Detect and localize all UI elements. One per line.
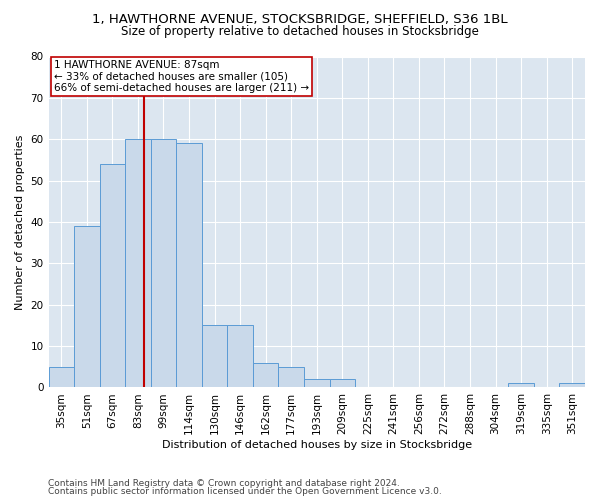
Bar (49, 367, 74, 388)
Text: Size of property relative to detached houses in Stocksbridge: Size of property relative to detached ho… (121, 25, 479, 38)
Bar (125, 139, 151, 388)
Bar (202, 326, 227, 388)
Bar (74, 226, 100, 388)
Bar (227, 326, 253, 388)
X-axis label: Distribution of detached houses by size in Stocksbridge: Distribution of detached houses by size … (162, 440, 472, 450)
Bar (100, 164, 125, 388)
Bar (559, 384, 585, 388)
Text: Contains public sector information licensed under the Open Government Licence v3: Contains public sector information licen… (48, 487, 442, 496)
Bar (176, 144, 202, 388)
Text: 1, HAWTHORNE AVENUE, STOCKSBRIDGE, SHEFFIELD, S36 1BL: 1, HAWTHORNE AVENUE, STOCKSBRIDGE, SHEFF… (92, 12, 508, 26)
Bar (253, 362, 278, 388)
Text: 1 HAWTHORNE AVENUE: 87sqm
← 33% of detached houses are smaller (105)
66% of semi: 1 HAWTHORNE AVENUE: 87sqm ← 33% of detac… (54, 60, 309, 93)
Y-axis label: Number of detached properties: Number of detached properties (15, 134, 25, 310)
Text: Contains HM Land Registry data © Crown copyright and database right 2024.: Contains HM Land Registry data © Crown c… (48, 478, 400, 488)
Bar (508, 384, 534, 388)
Bar (278, 367, 304, 388)
Bar (151, 139, 176, 388)
Bar (304, 379, 329, 388)
Bar (329, 379, 355, 388)
